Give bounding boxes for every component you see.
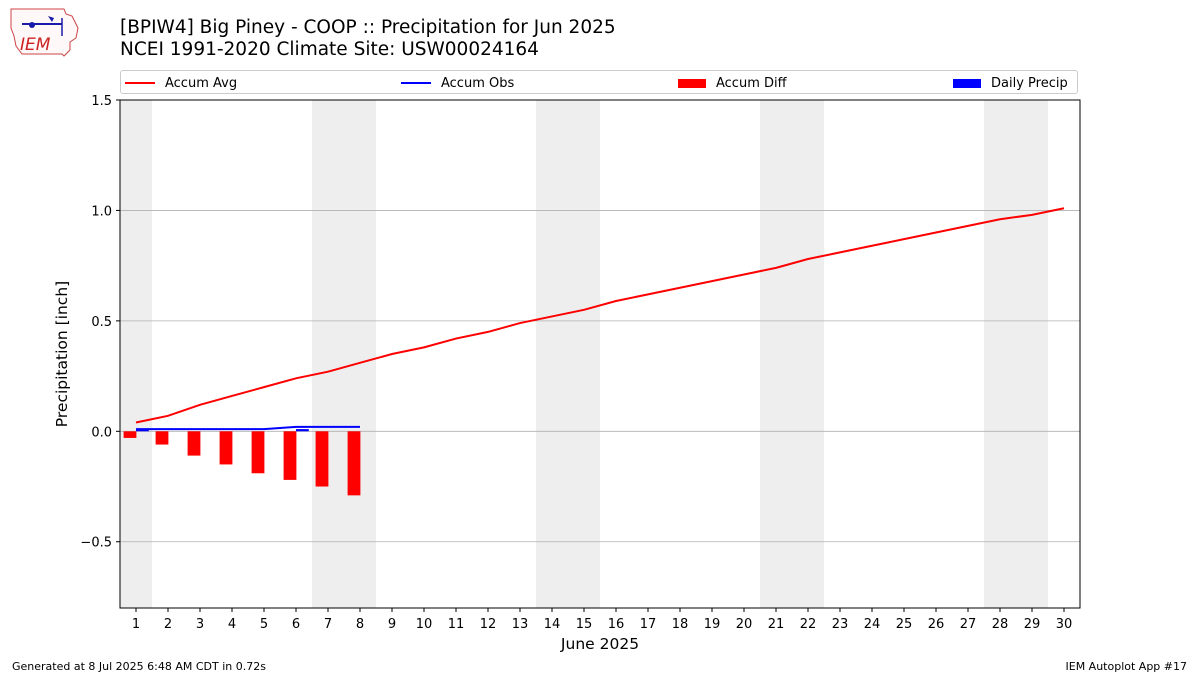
x-tick-label-12: 12 <box>480 617 497 632</box>
x-tick-label-30: 30 <box>1056 617 1073 632</box>
legend-label-daily-precip: Daily Precip <box>991 75 1068 91</box>
x-axis-label: June 2025 <box>560 635 639 653</box>
x-tick-label-25: 25 <box>896 617 913 632</box>
y-tick-label-2: 0.5 <box>91 315 112 330</box>
daily-precip-bar-1 <box>136 429 149 432</box>
x-tick-label-24: 24 <box>864 617 881 632</box>
weekend-band-3 <box>760 100 824 608</box>
x-tick-label-6: 6 <box>292 617 300 632</box>
x-tick-label-28: 28 <box>992 617 1009 632</box>
iem-logo-text: IEM <box>20 35 51 55</box>
accum-diff-bar-1 <box>123 431 137 438</box>
y-tick-label-0: −0.5 <box>80 536 112 551</box>
x-axis-ticks: 1 2 3 4 5 6 7 8 9 10 11 12 13 14 15 16 17 18 19 20 21 22 23 24 2… <box>132 608 1072 632</box>
x-tick-label-14: 14 <box>544 617 561 632</box>
legend-item-accum-obs: Accum Obs <box>401 74 514 92</box>
x-tick-label-4: 4 <box>228 617 236 632</box>
y-axis-ticks: −0.5 0.0 0.5 1.0 1.5 <box>80 94 120 551</box>
legend-swatch-accum-obs <box>401 82 431 84</box>
series-lines <box>135 207 1065 431</box>
legend-item-accum-diff: Accum Diff <box>678 74 787 92</box>
accum-diff-bar-5 <box>251 431 265 474</box>
x-tick-label-21: 21 <box>768 617 785 632</box>
x-tick-label-26: 26 <box>928 617 945 632</box>
accum-diff-bar-2 <box>155 431 169 445</box>
legend-label-accum-obs: Accum Obs <box>441 75 515 91</box>
accum-diff-bar-3 <box>187 431 201 456</box>
x-tick-label-7: 7 <box>324 617 332 632</box>
legend-swatch-daily-precip <box>953 78 981 88</box>
x-tick-label-16: 16 <box>608 617 625 632</box>
x-tick-label-19: 19 <box>704 617 721 632</box>
legend-item-accum-avg: Accum Avg <box>125 74 237 92</box>
x-tick-label-20: 20 <box>736 617 753 632</box>
grid-lines <box>120 210 1080 543</box>
x-tick-label-8: 8 <box>356 617 364 632</box>
weekend-band-0 <box>120 100 152 608</box>
weekend-band-2 <box>536 100 600 608</box>
x-tick-label-10: 10 <box>416 617 433 632</box>
plot-frame <box>119 99 1081 609</box>
accum-diff-bar-7 <box>315 431 329 487</box>
y-tick-label-3: 1.0 <box>91 204 112 219</box>
x-tick-label-23: 23 <box>832 617 849 632</box>
y-tick-label-1: 0.0 <box>91 425 112 440</box>
legend-label-accum-avg: Accum Avg <box>165 75 238 91</box>
x-tick-label-11: 11 <box>448 617 465 632</box>
footer-generated: Generated at 8 Jul 2025 6:48 AM CDT in 0… <box>12 660 266 673</box>
accum-obs-line <box>136 425 360 431</box>
y-axis-label: Precipitation [inch] <box>53 281 71 427</box>
daily-precip-bar-6 <box>296 429 309 432</box>
x-tick-label-2: 2 <box>164 617 172 632</box>
x-tick-label-17: 17 <box>640 617 657 632</box>
x-tick-label-9: 9 <box>388 617 396 632</box>
weekend-band-4 <box>984 100 1048 608</box>
x-tick-label-13: 13 <box>512 617 529 632</box>
accum-diff-bar-6 <box>283 431 297 480</box>
bars <box>123 429 361 496</box>
chart-title: [BPIW4] Big Piney - COOP :: Precipitatio… <box>120 17 616 38</box>
x-tick-label-27: 27 <box>960 617 977 632</box>
x-tick-label-1: 1 <box>132 617 140 632</box>
accum-diff-bar-8 <box>347 431 361 496</box>
x-tick-label-29: 29 <box>1024 617 1041 632</box>
legend-label-accum-diff: Accum Diff <box>716 75 787 91</box>
x-tick-label-3: 3 <box>196 617 204 632</box>
y-tick-label-4: 1.5 <box>91 94 112 109</box>
x-tick-label-22: 22 <box>800 617 817 632</box>
weekend-bands <box>120 100 1048 608</box>
footer-app: IEM Autoplot App #17 <box>1065 660 1188 673</box>
weekend-band-1 <box>312 100 376 608</box>
accum-diff-bar-4 <box>219 431 233 465</box>
x-tick-label-5: 5 <box>260 617 268 632</box>
x-tick-label-15: 15 <box>576 617 593 632</box>
chart-subtitle: NCEI 1991-2020 Climate Site: USW00024164 <box>120 39 539 60</box>
x-tick-label-18: 18 <box>672 617 689 632</box>
legend-swatch-accum-diff <box>678 78 706 88</box>
accum-avg-line <box>135 207 1065 424</box>
legend-swatch-accum-avg <box>125 82 155 84</box>
legend-item-daily-precip: Daily Precip <box>953 74 1068 92</box>
iem-logo: IEM <box>10 8 79 57</box>
legend: Accum Avg Accum Obs Accum Diff Daily Pre… <box>120 70 1078 94</box>
